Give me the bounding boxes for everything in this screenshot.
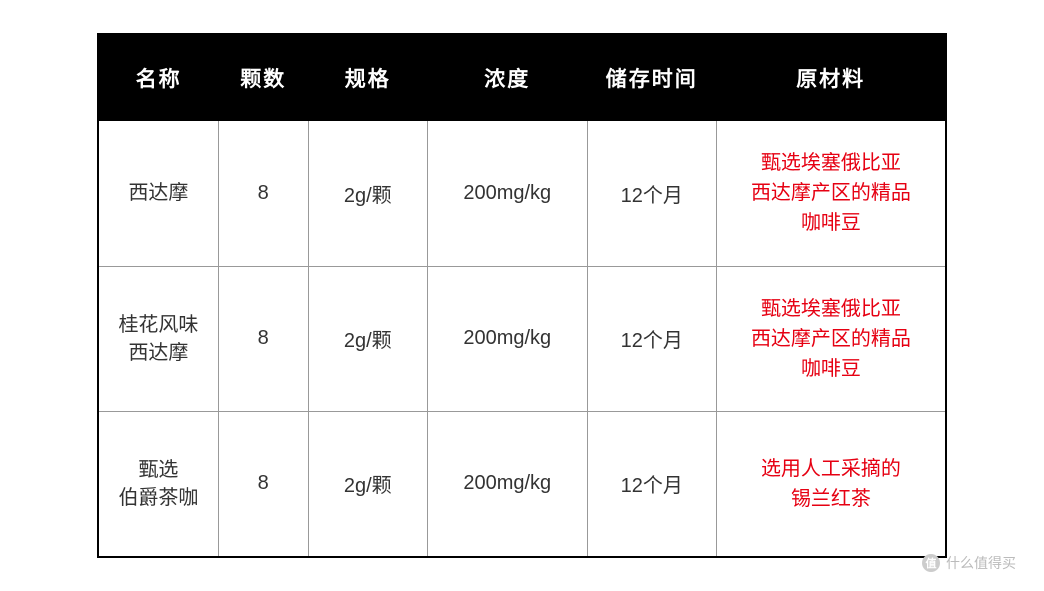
material-text: 选用人工采摘的 锡兰红茶 [761, 458, 901, 510]
cell-name: 桂花风味 西达摩 [99, 266, 218, 411]
cell-density: 200mg/kg [427, 121, 587, 266]
header-row: 名称 颗数 规格 浓度 储存时间 原材料 [99, 35, 945, 121]
cell-storage: 12个月 [587, 121, 716, 266]
cell-material: 甄选埃塞俄比亚 西达摩产区的精品 咖啡豆 [716, 121, 945, 266]
table-header: 名称 颗数 规格 浓度 储存时间 原材料 [99, 35, 945, 121]
header-storage: 储存时间 [587, 35, 716, 121]
header-spec: 规格 [308, 35, 427, 121]
header-density: 浓度 [427, 35, 587, 121]
name-text: 桂花风味 西达摩 [118, 314, 198, 364]
cell-name: 西达摩 [99, 121, 218, 266]
cell-count: 8 [218, 121, 308, 266]
watermark-text: 什么值得买 [946, 553, 1016, 573]
product-table: 名称 颗数 规格 浓度 储存时间 原材料 西达摩 8 2g/颗 200mg/kg… [99, 35, 945, 556]
cell-spec: 2g/颗 [308, 266, 427, 411]
cell-material: 甄选埃塞俄比亚 西达摩产区的精品 咖啡豆 [716, 266, 945, 411]
cell-spec: 2g/颗 [308, 121, 427, 266]
header-name: 名称 [99, 35, 218, 121]
cell-spec: 2g/颗 [308, 411, 427, 556]
cell-density: 200mg/kg [427, 266, 587, 411]
table-body: 西达摩 8 2g/颗 200mg/kg 12个月 甄选埃塞俄比亚 西达摩产区的精… [99, 121, 945, 556]
table-row: 西达摩 8 2g/颗 200mg/kg 12个月 甄选埃塞俄比亚 西达摩产区的精… [99, 121, 945, 266]
cell-storage: 12个月 [587, 266, 716, 411]
cell-name: 甄选 伯爵茶咖 [99, 411, 218, 556]
cell-count: 8 [218, 266, 308, 411]
header-count: 颗数 [218, 35, 308, 121]
name-text: 西达摩 [128, 182, 188, 204]
table-row: 甄选 伯爵茶咖 8 2g/颗 200mg/kg 12个月 选用人工采摘的 锡兰红… [99, 411, 945, 556]
material-text: 甄选埃塞俄比亚 西达摩产区的精品 咖啡豆 [751, 152, 911, 234]
cell-storage: 12个月 [587, 411, 716, 556]
cell-material: 选用人工采摘的 锡兰红茶 [716, 411, 945, 556]
cell-count: 8 [218, 411, 308, 556]
cell-density: 200mg/kg [427, 411, 587, 556]
product-table-container: 名称 颗数 规格 浓度 储存时间 原材料 西达摩 8 2g/颗 200mg/kg… [97, 33, 947, 558]
name-text: 甄选 伯爵茶咖 [118, 459, 198, 509]
material-text: 甄选埃塞俄比亚 西达摩产区的精品 咖啡豆 [751, 298, 911, 380]
header-material: 原材料 [716, 35, 945, 121]
watermark: 值 什么值得买 [922, 553, 1016, 573]
table-row: 桂花风味 西达摩 8 2g/颗 200mg/kg 12个月 甄选埃塞俄比亚 西达… [99, 266, 945, 411]
watermark-icon: 值 [922, 554, 940, 572]
